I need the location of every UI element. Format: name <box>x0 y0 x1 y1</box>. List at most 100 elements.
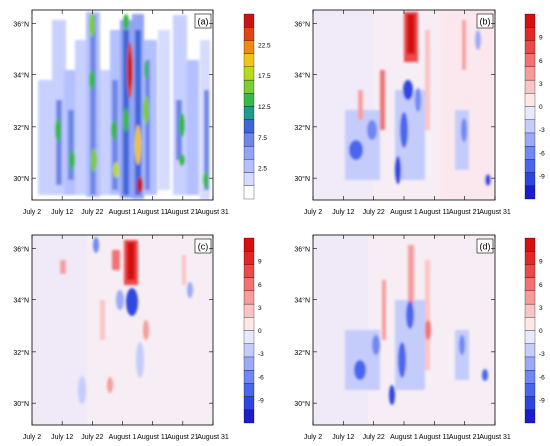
colorbar-b-label: 3 <box>539 81 543 88</box>
colorbar-b-cell <box>524 53 536 68</box>
colorbar-b-label: -6 <box>539 150 545 157</box>
panel-a-time-label: July 22 <box>81 209 103 216</box>
colorbar-d-label: 9 <box>539 259 543 266</box>
panel-d-lat-label: 34°N <box>294 297 310 305</box>
colorbar-d-cell <box>524 264 536 278</box>
colorbar-c-cell <box>243 396 255 410</box>
colorbar-a-cell <box>243 159 255 173</box>
colorbar-b-label: 9 <box>539 35 543 42</box>
panel-b-time-label: August 1 <box>390 209 418 216</box>
panel-c-lat-label: 30°N <box>13 400 29 408</box>
colorbar-c-label: -3 <box>258 351 264 358</box>
panel-c-time-label: July 2 <box>23 434 41 441</box>
panel-b-lat-label: 34°N <box>294 72 310 80</box>
panel-d-lat-label: 32°N <box>294 349 310 357</box>
colorbar-b-cell <box>524 185 536 200</box>
colorbar-c-cell <box>243 251 255 265</box>
colorbar-c-cell <box>243 330 255 344</box>
colorbar-b-cell <box>524 79 536 94</box>
colorbar-b-cell <box>524 40 536 54</box>
colorbar-a-cell <box>243 27 255 41</box>
panel-a-time-label: August 11 <box>137 209 168 216</box>
colorbar-d-cell <box>524 396 536 410</box>
panel-c-lat-label: 32°N <box>13 349 29 357</box>
panel-a-time-label: August 1 <box>109 209 137 216</box>
panel-b-lat-label: 36°N <box>294 20 310 28</box>
colorbar-b-cell <box>524 13 536 28</box>
colorbar-a-cell <box>243 145 255 160</box>
panel-c-time-label: August 31 <box>197 434 229 441</box>
colorbar-d-cell <box>524 409 536 424</box>
panel-d-time-label: August 21 <box>449 434 481 441</box>
panel-d-time-label: July 12 <box>332 434 354 441</box>
colorbar-c-cell <box>243 277 255 292</box>
colorbar-b-label: -3 <box>539 127 545 134</box>
colorbar-b-cell <box>524 172 536 186</box>
panel-d-time-label: July 22 <box>363 434 385 441</box>
colorbar-a-label: 12.5 <box>258 104 271 111</box>
panel-d-label-box <box>476 238 494 254</box>
panel-a-time-label: July 2 <box>23 209 41 216</box>
panel-b-time-label: July 22 <box>363 209 385 216</box>
colorbar-b-cell <box>524 66 536 81</box>
colorbar-d-label: 6 <box>539 282 543 289</box>
panel-a-label: (a) <box>198 17 209 27</box>
panel-c-label-box <box>194 238 212 254</box>
colorbar-c-cell <box>243 317 255 331</box>
colorbar-a-cell <box>243 172 255 186</box>
panel-d-lat-label: 36°N <box>294 245 310 253</box>
colorbar-b-label: 6 <box>539 58 543 65</box>
colorbar-a-cell <box>243 119 255 134</box>
panel-c: (c) <box>31 234 214 426</box>
colorbar-c-label: -6 <box>258 374 264 381</box>
colorbar-d-cell <box>524 290 536 305</box>
panel-a-time-label: July 12 <box>51 209 73 216</box>
panel-d-lat-label: 30°N <box>294 400 310 408</box>
panel-b-time-label: August 31 <box>479 209 511 216</box>
panel-c-time-label: August 11 <box>137 434 168 441</box>
colorbar-a-label: 7.5 <box>258 135 267 142</box>
colorbar-d-cell <box>524 343 536 358</box>
colorbar-a-label: 17.5 <box>258 73 271 80</box>
colorbar-b-cell <box>524 119 536 134</box>
panel-d-time-label: August 31 <box>479 434 511 441</box>
panel-b-time-label: July 2 <box>304 209 322 216</box>
colorbar-d-cell <box>524 317 536 331</box>
panel-d: (d) <box>312 234 496 426</box>
panel-a-lat-label: 32°N <box>13 124 29 132</box>
colorbar-c-cell <box>243 290 255 305</box>
panel-b-time-label: July 12 <box>332 209 354 216</box>
panel-c-lat-label: 34°N <box>13 297 29 305</box>
colorbar-c-cell <box>243 409 255 424</box>
panel-a-heatmap <box>38 12 210 200</box>
colorbar-a-label: 22.5 <box>258 42 271 49</box>
colorbar-c-cell <box>243 383 255 397</box>
colorbar-c-cell <box>243 303 255 318</box>
colorbar-d-cell <box>524 251 536 265</box>
colorbar-a-cell <box>243 40 255 54</box>
colorbar-c-label: -9 <box>258 397 264 404</box>
colorbar-layer: 22.5 17.5 12.5 7.5 2.5 9 6 3 0 -3 -6 -9 9 6 3 0 -3 -6 -9 9 6… <box>243 13 545 424</box>
panel-b: (b) <box>312 9 496 201</box>
panel-a-lat-label: 36°N <box>13 20 29 28</box>
colorbar-b-cell <box>524 93 536 107</box>
colorbar-c-label: 3 <box>258 305 262 312</box>
colorbar-c-label: 0 <box>258 328 262 335</box>
colorbar-b-label: -9 <box>539 173 545 180</box>
colorbar-d-label: 0 <box>539 328 543 335</box>
panel-c-label: (c) <box>198 242 209 252</box>
colorbar-d-cell <box>524 277 536 292</box>
panel-c-time-label: August 21 <box>167 434 199 441</box>
colorbar-d-label: -9 <box>539 397 545 404</box>
colorbar-c-cell <box>243 369 255 384</box>
panel-b-time-label: August 11 <box>419 209 450 216</box>
colorbar-c-cell <box>243 356 255 371</box>
panel-b-label: (b) <box>480 17 491 27</box>
colorbar-c-cell <box>243 237 255 252</box>
colorbar-d-cell <box>524 303 536 318</box>
colorbar-a-label: 2.5 <box>258 166 267 173</box>
colorbar-d-label: -3 <box>539 351 545 358</box>
panel-d-time-label: August 1 <box>390 434 418 441</box>
colorbar-b-cell <box>524 106 536 120</box>
colorbar-d-cell <box>524 383 536 397</box>
